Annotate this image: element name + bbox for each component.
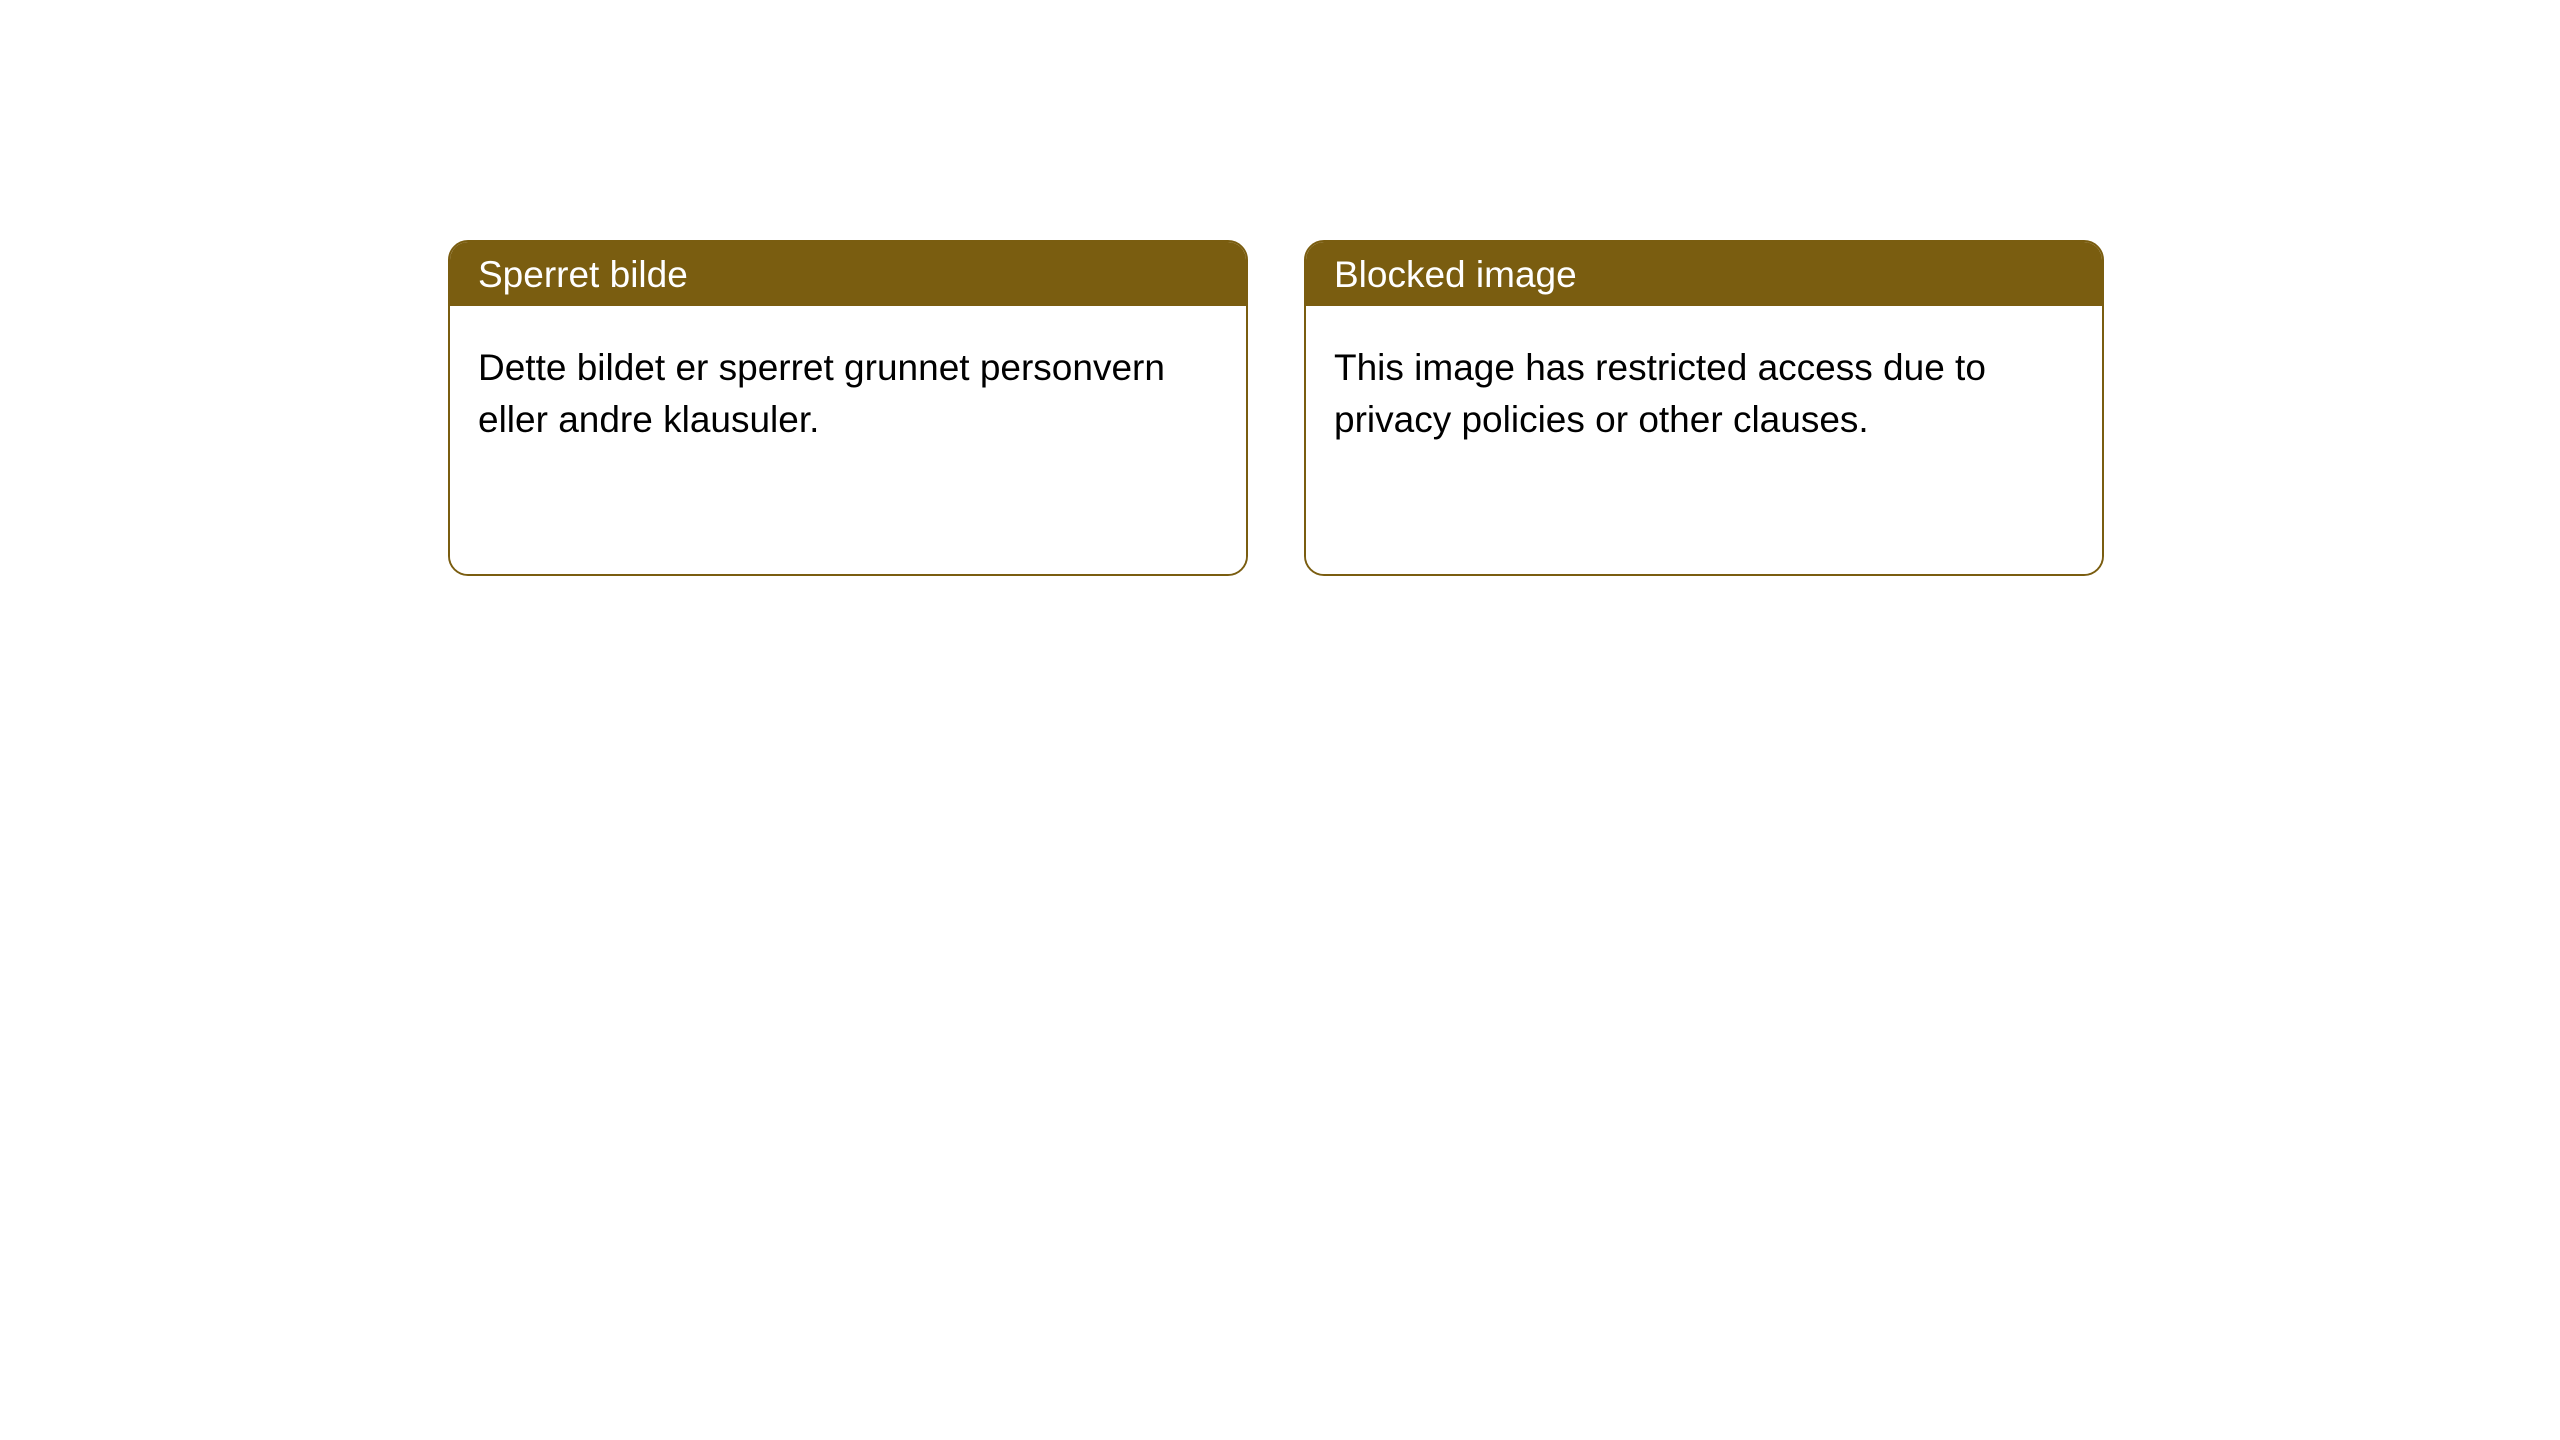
card-norwegian: Sperret bilde Dette bildet er sperret gr… <box>448 240 1248 576</box>
card-header-norwegian: Sperret bilde <box>450 242 1246 306</box>
card-body-norwegian: Dette bildet er sperret grunnet personve… <box>450 306 1246 574</box>
card-header-english: Blocked image <box>1306 242 2102 306</box>
card-english: Blocked image This image has restricted … <box>1304 240 2104 576</box>
cards-container: Sperret bilde Dette bildet er sperret gr… <box>448 240 2104 576</box>
card-body-english: This image has restricted access due to … <box>1306 306 2102 574</box>
